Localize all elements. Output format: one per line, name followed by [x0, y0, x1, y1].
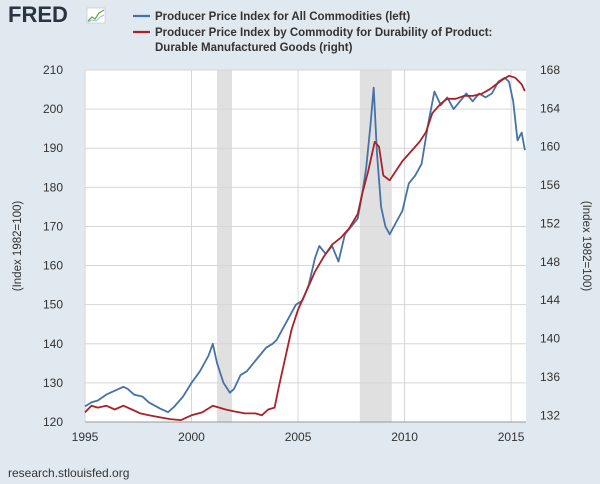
x-axis: 1995 2000 2005 2010 2015 [72, 430, 525, 444]
fred-logo[interactable]: FRED [8, 2, 106, 27]
right-axis-title: (Index 1982=100) [580, 201, 592, 292]
source-link[interactable]: research.stlouisfed.org [8, 466, 129, 480]
left-tick-label: 140 [43, 337, 63, 351]
x-tick-label: 2015 [498, 430, 525, 444]
right-tick-label: 144 [540, 293, 560, 307]
recession-bar-0 [217, 70, 232, 422]
right-tick-label: 168 [540, 63, 560, 77]
legend-label-series-1-line-2: Durable Manufactured Goods (right) [155, 42, 353, 54]
right-tick-label: 140 [540, 332, 560, 346]
legend: Producer Price Index for All Commodities… [133, 11, 496, 54]
right-tick-label: 148 [540, 255, 560, 269]
legend-label-series-1: Producer Price Index by Commodity for Du… [155, 27, 496, 54]
right-tick-label: 156 [540, 178, 560, 192]
left-axis-title: (Index 1982=100) [12, 201, 24, 292]
legend-label-series-0: Producer Price Index for All Commodities… [155, 11, 410, 23]
left-axis: 120 130 140 150 160 170 180 190 200 210 [43, 63, 63, 429]
left-tick-label: 180 [43, 180, 63, 194]
fred-logo-text: FRED [8, 2, 68, 27]
right-tick-label: 132 [540, 408, 560, 422]
right-tick-label: 136 [540, 370, 560, 384]
series-lines [84, 74, 526, 422]
left-tick-label: 160 [43, 259, 63, 273]
right-tick-label: 160 [540, 140, 560, 154]
series-line-1 [84, 74, 526, 422]
left-tick-label: 120 [43, 415, 63, 429]
x-tick-label: 2005 [285, 430, 312, 444]
right-tick-label: 152 [540, 216, 560, 230]
left-tick-label: 170 [43, 219, 63, 233]
x-tick-label: 2010 [391, 430, 418, 444]
right-tick-label: 164 [540, 101, 560, 115]
left-tick-label: 210 [43, 63, 63, 77]
legend-label-series-1-line-1: Producer Price Index by Commodity for Du… [155, 27, 492, 39]
left-tick-label: 200 [43, 102, 63, 116]
left-tick-label: 190 [43, 141, 63, 155]
gridlines [84, 69, 526, 423]
right-axis: 132 136 140 144 148 152 156 160 164 168 [540, 63, 560, 422]
left-tick-label: 150 [43, 298, 63, 312]
fred-logo-graph-icon [86, 7, 106, 24]
x-tick-label: 2000 [178, 430, 205, 444]
left-tick-label: 130 [43, 376, 63, 390]
x-tick-label: 1995 [72, 430, 99, 444]
plot-background [85, 70, 526, 422]
